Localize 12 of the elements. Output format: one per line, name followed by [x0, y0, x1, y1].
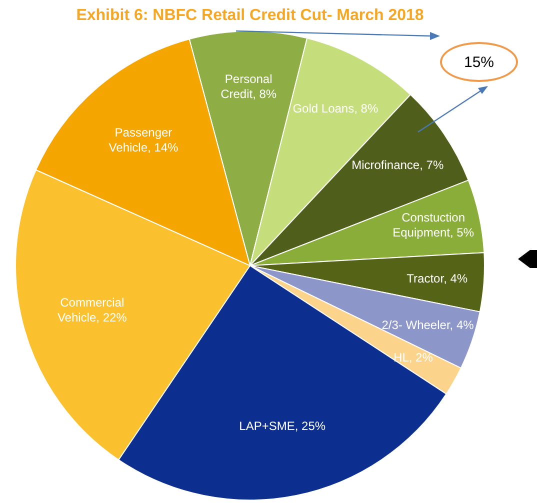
slice-label: Commercial Vehicle, 22% — [57, 295, 128, 324]
text: 15% — [440, 42, 518, 82]
chart-title: Exhibit 6: NBFC Retail Credit Cut- March 2018 — [76, 7, 424, 24]
slice-label: Passenger Vehicle, 14% — [108, 126, 179, 155]
slice-label: Microfinance, 7% — [352, 158, 444, 172]
slice-label: LAP+SME, 25% — [239, 418, 326, 433]
slice-label: Tractor, 4% — [406, 271, 468, 286]
slice-label: Constuction Equipment, 5% — [392, 210, 474, 240]
slice-label: Gold Loans, 8% — [292, 101, 378, 116]
slice-label: 2/3- Wheeler, 4% — [382, 318, 474, 332]
slice-label: HL, 2% — [394, 350, 434, 364]
slice-label: Personal Credit, 8% — [220, 72, 277, 102]
